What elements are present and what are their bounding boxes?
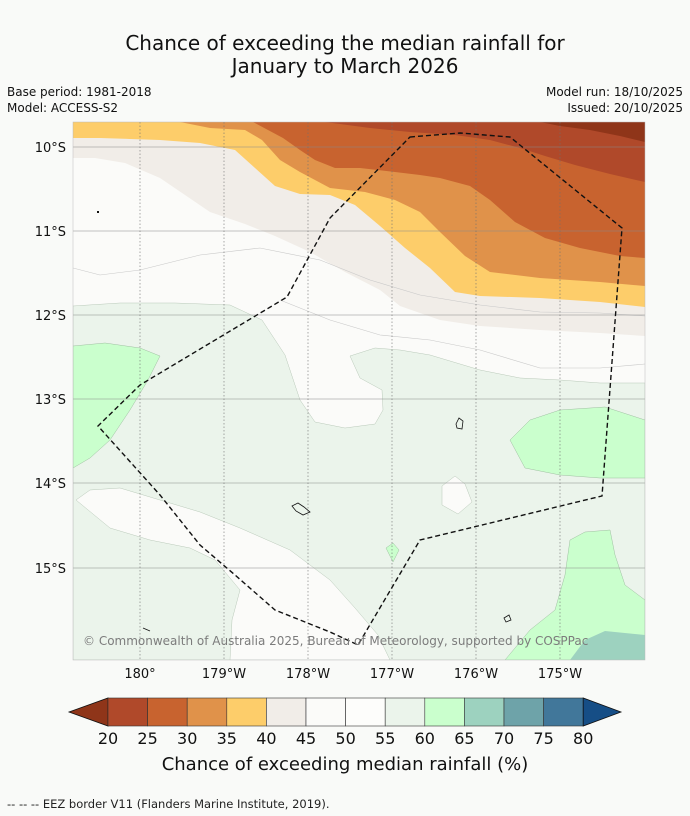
contour-band-60-65-east [509,406,645,479]
contour-band-60-65-west [73,342,161,469]
map-plot-area: © Commonwealth of Australia 2025, Bureau… [73,122,645,660]
model-name: Model: ACCESS-S2 [7,101,119,115]
contour-band-65-70 [570,631,645,660]
model-run: Model run: 18/10/2025 [545,85,683,99]
colorbar-segment [305,697,346,727]
colorbar-segment [266,697,307,727]
island-south [503,614,512,623]
colorbar-segment [503,697,544,727]
contour-band-50-55-patch [441,475,473,515]
colorbar-tick-label: 20 [98,729,118,748]
title-line-2: January to March 2026 [231,54,459,78]
lon-label: 179°W [202,667,246,682]
lat-label: 14°S [35,477,66,492]
colorbar-segment [424,697,465,727]
island-west [291,502,311,516]
contour-line-mid [279,299,645,369]
lon-label: 176°W [454,667,498,682]
colorbar-tick-label: 60 [415,729,435,748]
contour-line-north [73,247,645,317]
island-small-2 [142,627,151,632]
base-period: Base period: 1981-2018 [7,85,152,99]
lon-label: 178°W [286,667,330,682]
colorbar-segment [543,697,584,727]
colorbar-tick-label: 50 [335,729,355,748]
lat-label: 10°S [35,141,66,156]
chart-title: Chance of exceeding the median rainfall … [0,32,690,78]
colorbar-ticks: 20 25 30 35 40 45 50 55 60 65 70 75 80 [98,729,594,748]
colorbar-segment [186,697,228,727]
colorbar-tick-label: 30 [177,729,197,748]
colorbar-arrow-low [67,697,109,727]
meta-right: Model run: 18/10/2025 Issued: 20/10/2025 [546,84,683,116]
meta-left: Base period: 1981-2018 Model: ACCESS-S2 [7,84,152,116]
eez-border [97,132,623,646]
map-frame [72,121,646,661]
issued-date: Issued: 20/10/2025 [567,101,683,115]
lon-label: 180° [124,667,155,682]
contour-band-50-55-pocket [75,487,391,660]
contour-band-60-65-southeast [504,529,645,660]
island-small-1 [97,211,99,213]
title-line-1: Chance of exceeding the median rainfall … [125,31,565,55]
contour-band-60-65-spot [385,542,400,563]
lat-label: 13°S [35,393,66,408]
colorbar-tick-label: 75 [533,729,553,748]
colorbar-arrow-high [582,697,623,727]
colorbar-tick-label: 45 [296,729,316,748]
contour-band-20-25 [540,122,645,142]
colorbar-segment [226,697,267,727]
colorbar-tick-label: 40 [256,729,276,748]
lat-label: 11°S [35,225,66,240]
eez-footnote: -- -- -- EEZ border V11 (Flanders Marine… [7,797,330,811]
lon-label: 177°W [370,667,414,682]
colorbar-segment [107,697,148,727]
lat-label: 15°S [35,562,66,577]
colorbar-tick-label: 55 [375,729,395,748]
lon-label: 175°W [538,667,582,682]
island-east [455,417,464,430]
colorbar-tick-label: 25 [137,729,157,748]
contour-band-55-60-south [73,302,645,660]
colorbar-segment [147,697,188,727]
colorbar-tick-label: 70 [494,729,514,748]
colorbar-tick-label: 65 [454,729,474,748]
latitude-labels: 10°S 11°S 12°S 13°S 14°S 15°S [35,141,66,577]
parallels [73,146,645,569]
colorbar-tick-label: 35 [217,729,237,748]
copyright-text: © Commonwealth of Australia 2025, Bureau… [83,634,588,648]
longitude-labels: 180° 179°W 178°W 177°W 176°W 175°W [124,667,582,682]
colorbar [67,697,623,727]
meridians [139,122,561,660]
contour-band-25-30 [325,122,645,182]
colorbar-segment [384,697,426,727]
lat-label: 12°S [35,309,66,324]
colorbar-segment [345,697,386,727]
colorbar-segment [464,697,505,727]
colorbar-title: Chance of exceeding median rainfall (%) [162,754,529,775]
colorbar-tick-label: 80 [573,729,593,748]
